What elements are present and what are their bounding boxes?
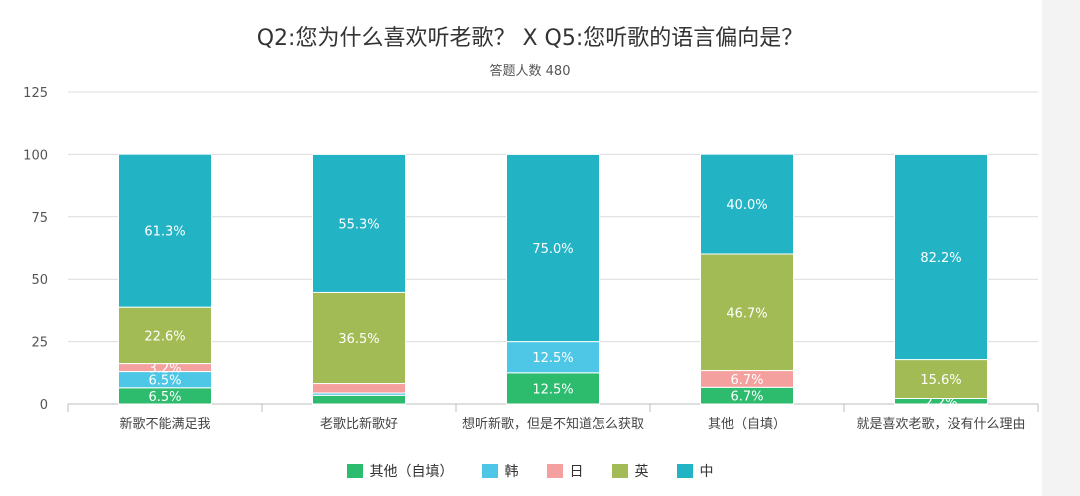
legend-label: 其他（自填）: [369, 464, 454, 480]
legend-item[interactable]: 其他（自填）: [346, 461, 454, 481]
data-label: 22.6%: [144, 329, 185, 344]
data-label: 6.5%: [148, 390, 181, 405]
y-tick-label: 125: [23, 86, 48, 101]
chart-title: Q2:您为什么喜欢听老歌？ X Q5:您听歌的语言偏向是？: [256, 26, 804, 51]
bar-segment: [118, 153, 212, 308]
y-tick-label: 50: [31, 273, 48, 288]
legend-item[interactable]: 英: [611, 461, 649, 481]
legend-label: 日: [569, 464, 584, 480]
data-label: 12.5%: [532, 351, 573, 366]
legend-swatch: [611, 464, 628, 478]
data-label: 15.6%: [920, 373, 961, 388]
bar-segment: [506, 341, 600, 374]
legend-swatch: [346, 464, 363, 478]
data-label: 6.7%: [730, 390, 763, 405]
data-label: 46.7%: [726, 306, 767, 321]
data-label: 36.5%: [338, 332, 379, 347]
y-tick-label: 75: [31, 211, 48, 226]
chart-legend: 其他（自填） 韩 日 英 中: [0, 461, 1060, 481]
x-category-label: 就是喜欢老歌，没有什么理由: [856, 417, 1025, 432]
bar-segment: [700, 253, 794, 372]
data-label: 40.0%: [726, 198, 767, 213]
x-category-label: 想听新歌，但是不知道怎么获取: [462, 416, 644, 432]
bar-segment: [506, 153, 600, 343]
bar-segment: [312, 291, 406, 385]
legend-swatch: [676, 464, 693, 478]
data-label: 55.3%: [338, 217, 379, 232]
data-label: 75.0%: [532, 242, 573, 257]
legend-item[interactable]: 中: [676, 461, 714, 481]
data-label: 6.5%: [148, 374, 181, 389]
data-label: 12.5%: [532, 382, 573, 397]
data-label: 82.2%: [920, 251, 961, 266]
data-label: 6.7%: [730, 373, 763, 388]
y-tick-label: 100: [23, 148, 48, 163]
legend-swatch: [546, 464, 563, 478]
chart-subtitle: 答题人数 480: [489, 64, 571, 79]
legend-label: 韩: [504, 464, 519, 480]
legend-item[interactable]: 韩: [481, 461, 519, 481]
y-tick-label: 25: [31, 336, 48, 351]
data-label: 3.2%: [148, 362, 181, 377]
x-category-label: 新歌不能满足我: [119, 416, 210, 432]
x-category-label: 其他（自填）: [708, 417, 786, 432]
y-tick-label: 0: [40, 398, 48, 413]
legend-label: 中: [699, 464, 714, 480]
bar-segment: [118, 306, 212, 365]
bar-segment: [312, 153, 406, 293]
x-category-label: 老歌比新歌好: [320, 416, 398, 432]
bar-segment: [312, 383, 406, 394]
legend-label: 英: [634, 464, 649, 480]
bar-segment: [700, 153, 794, 255]
bar-segment: [894, 153, 988, 361]
legend-swatch: [481, 464, 498, 478]
legend-item[interactable]: 日: [546, 461, 584, 481]
bar-segment: [312, 394, 406, 405]
data-label: 61.3%: [144, 225, 185, 240]
page-edge: [1042, 0, 1080, 496]
bar-segment: [894, 359, 988, 400]
